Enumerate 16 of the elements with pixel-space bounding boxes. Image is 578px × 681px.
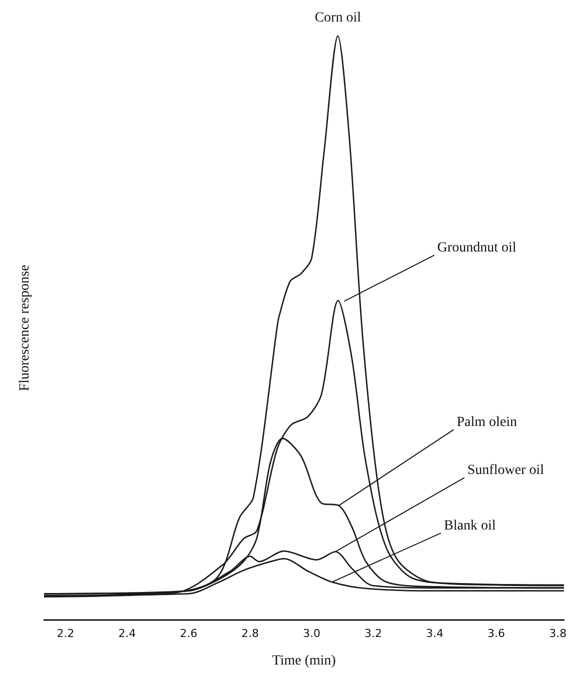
annotation: Blank oil [444, 518, 496, 534]
annotation: Palm olein [456, 415, 518, 430]
x-tick-label: 2.2 [56, 627, 74, 640]
x-tick-label: 3.6 [488, 627, 506, 640]
x-tick-label: 2.4 [118, 627, 136, 640]
y-axis-title: Fluorescence response [18, 264, 32, 392]
x-tick-label: 3.0 [302, 627, 320, 640]
x-axis-title: Time (min) [272, 654, 336, 668]
x-tick-label: 3.4 [426, 627, 444, 640]
annotation: Groundnut oil [437, 240, 516, 256]
annotation: Corn oil [314, 10, 362, 26]
x-tick-label: 2.8 [241, 627, 259, 640]
x-tick-label: 3.2 [364, 627, 382, 640]
x-tick-label: 2.6 [180, 627, 198, 640]
annotation: Sunflower oil [467, 463, 544, 478]
x-tick-label: 3.8 [549, 627, 567, 640]
